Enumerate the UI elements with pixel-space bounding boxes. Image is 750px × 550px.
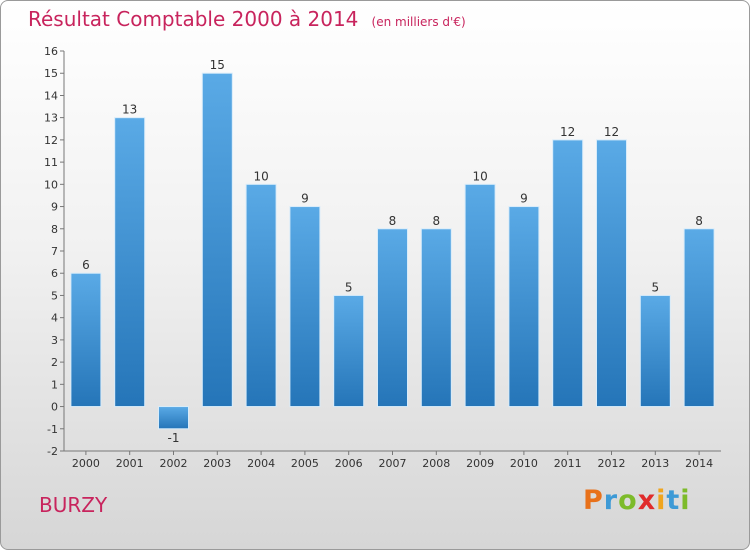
x-tick-label: 2000: [72, 457, 100, 470]
y-tick-label: 9: [51, 201, 58, 214]
x-tick-label: 2009: [466, 457, 494, 470]
x-tick-label: 2001: [116, 457, 144, 470]
data-labels: 6 13 -1 15 10 9 5 8 8 10 9 12 12 5 8: [82, 58, 703, 445]
bar: [114, 117, 146, 408]
bar: [639, 294, 671, 408]
x-tick-label: 2003: [203, 457, 231, 470]
commune-name: BURZY: [39, 493, 108, 517]
y-tick-label: 8: [51, 223, 58, 236]
title-row: Résultat Comptable 2000 à 2014 (en milli…: [28, 7, 466, 31]
x-tick-label: 2008: [422, 457, 450, 470]
chart-title: Résultat Comptable 2000 à 2014: [28, 7, 359, 31]
proxiti-logo[interactable]: Proxiti: [583, 485, 691, 516]
y-tick-label: -2: [47, 445, 58, 458]
logo-letter: t: [666, 485, 681, 516]
x-tick-label: 2006: [335, 457, 363, 470]
x-tick-label: 2014: [685, 457, 713, 470]
data-label: 9: [520, 192, 528, 206]
y-tick-label: 14: [44, 89, 58, 102]
y-tick-label: 0: [51, 401, 58, 414]
bar: [70, 272, 102, 408]
x-tick-label: 2002: [160, 457, 188, 470]
x-tick-label: 2013: [641, 457, 669, 470]
bar: [508, 206, 540, 408]
data-label: 6: [82, 258, 90, 272]
data-label: 8: [389, 214, 397, 228]
logo-letter: r: [603, 485, 619, 516]
y-tick-label: 11: [44, 156, 58, 169]
logo-letter: o: [618, 485, 638, 516]
bar: [201, 72, 233, 408]
bar: [683, 228, 715, 408]
data-label: -1: [168, 431, 180, 445]
x-tick-label: 2007: [379, 457, 407, 470]
data-label: 15: [210, 58, 225, 72]
chart-subtitle: (en milliers d'€): [371, 15, 466, 29]
bar: [245, 183, 277, 408]
x-tick-label: 2005: [291, 457, 319, 470]
y-tick-label: 5: [51, 289, 58, 302]
bar: [552, 139, 584, 408]
data-label: 5: [651, 280, 659, 294]
y-tick-label: 3: [51, 334, 58, 347]
y-tick-label: 12: [44, 134, 58, 147]
y-tick-label: 2: [51, 356, 58, 369]
bar: [420, 228, 452, 408]
bars: [70, 72, 715, 430]
logo-letter: x: [637, 485, 657, 516]
data-label: 10: [472, 169, 487, 183]
y-tick-label: -1: [47, 423, 58, 436]
y-tick-label: 1: [51, 378, 58, 391]
data-label: 13: [122, 103, 137, 117]
bar: [596, 139, 627, 408]
data-label: 10: [253, 169, 268, 183]
x-tick-label: 2012: [598, 457, 626, 470]
y-tick-label: 10: [44, 178, 58, 191]
x-tick-label: 2010: [510, 457, 538, 470]
y-tick-label: 4: [51, 312, 58, 325]
y-tick-label: 7: [51, 245, 58, 258]
bar: [464, 183, 496, 408]
x-tick-label: 2004: [247, 457, 275, 470]
data-label: 9: [301, 192, 309, 206]
logo-letter: P: [583, 485, 604, 516]
y-tick-label: 15: [44, 67, 58, 80]
data-label: 8: [432, 214, 440, 228]
data-label: 5: [345, 280, 353, 294]
logo-letter: i: [680, 485, 691, 516]
logo-letter: i: [656, 485, 667, 516]
x-tick-label: 2011: [554, 457, 582, 470]
y-tick-label: 16: [44, 45, 58, 58]
data-label: 12: [560, 125, 575, 139]
data-label: 12: [604, 125, 619, 139]
data-label: 8: [695, 214, 703, 228]
bar: [377, 228, 408, 408]
y-tick-label: 13: [44, 112, 58, 125]
bar: [158, 406, 189, 430]
bar: [333, 294, 365, 408]
y-tick-label: 6: [51, 267, 58, 280]
bar: [289, 206, 321, 408]
